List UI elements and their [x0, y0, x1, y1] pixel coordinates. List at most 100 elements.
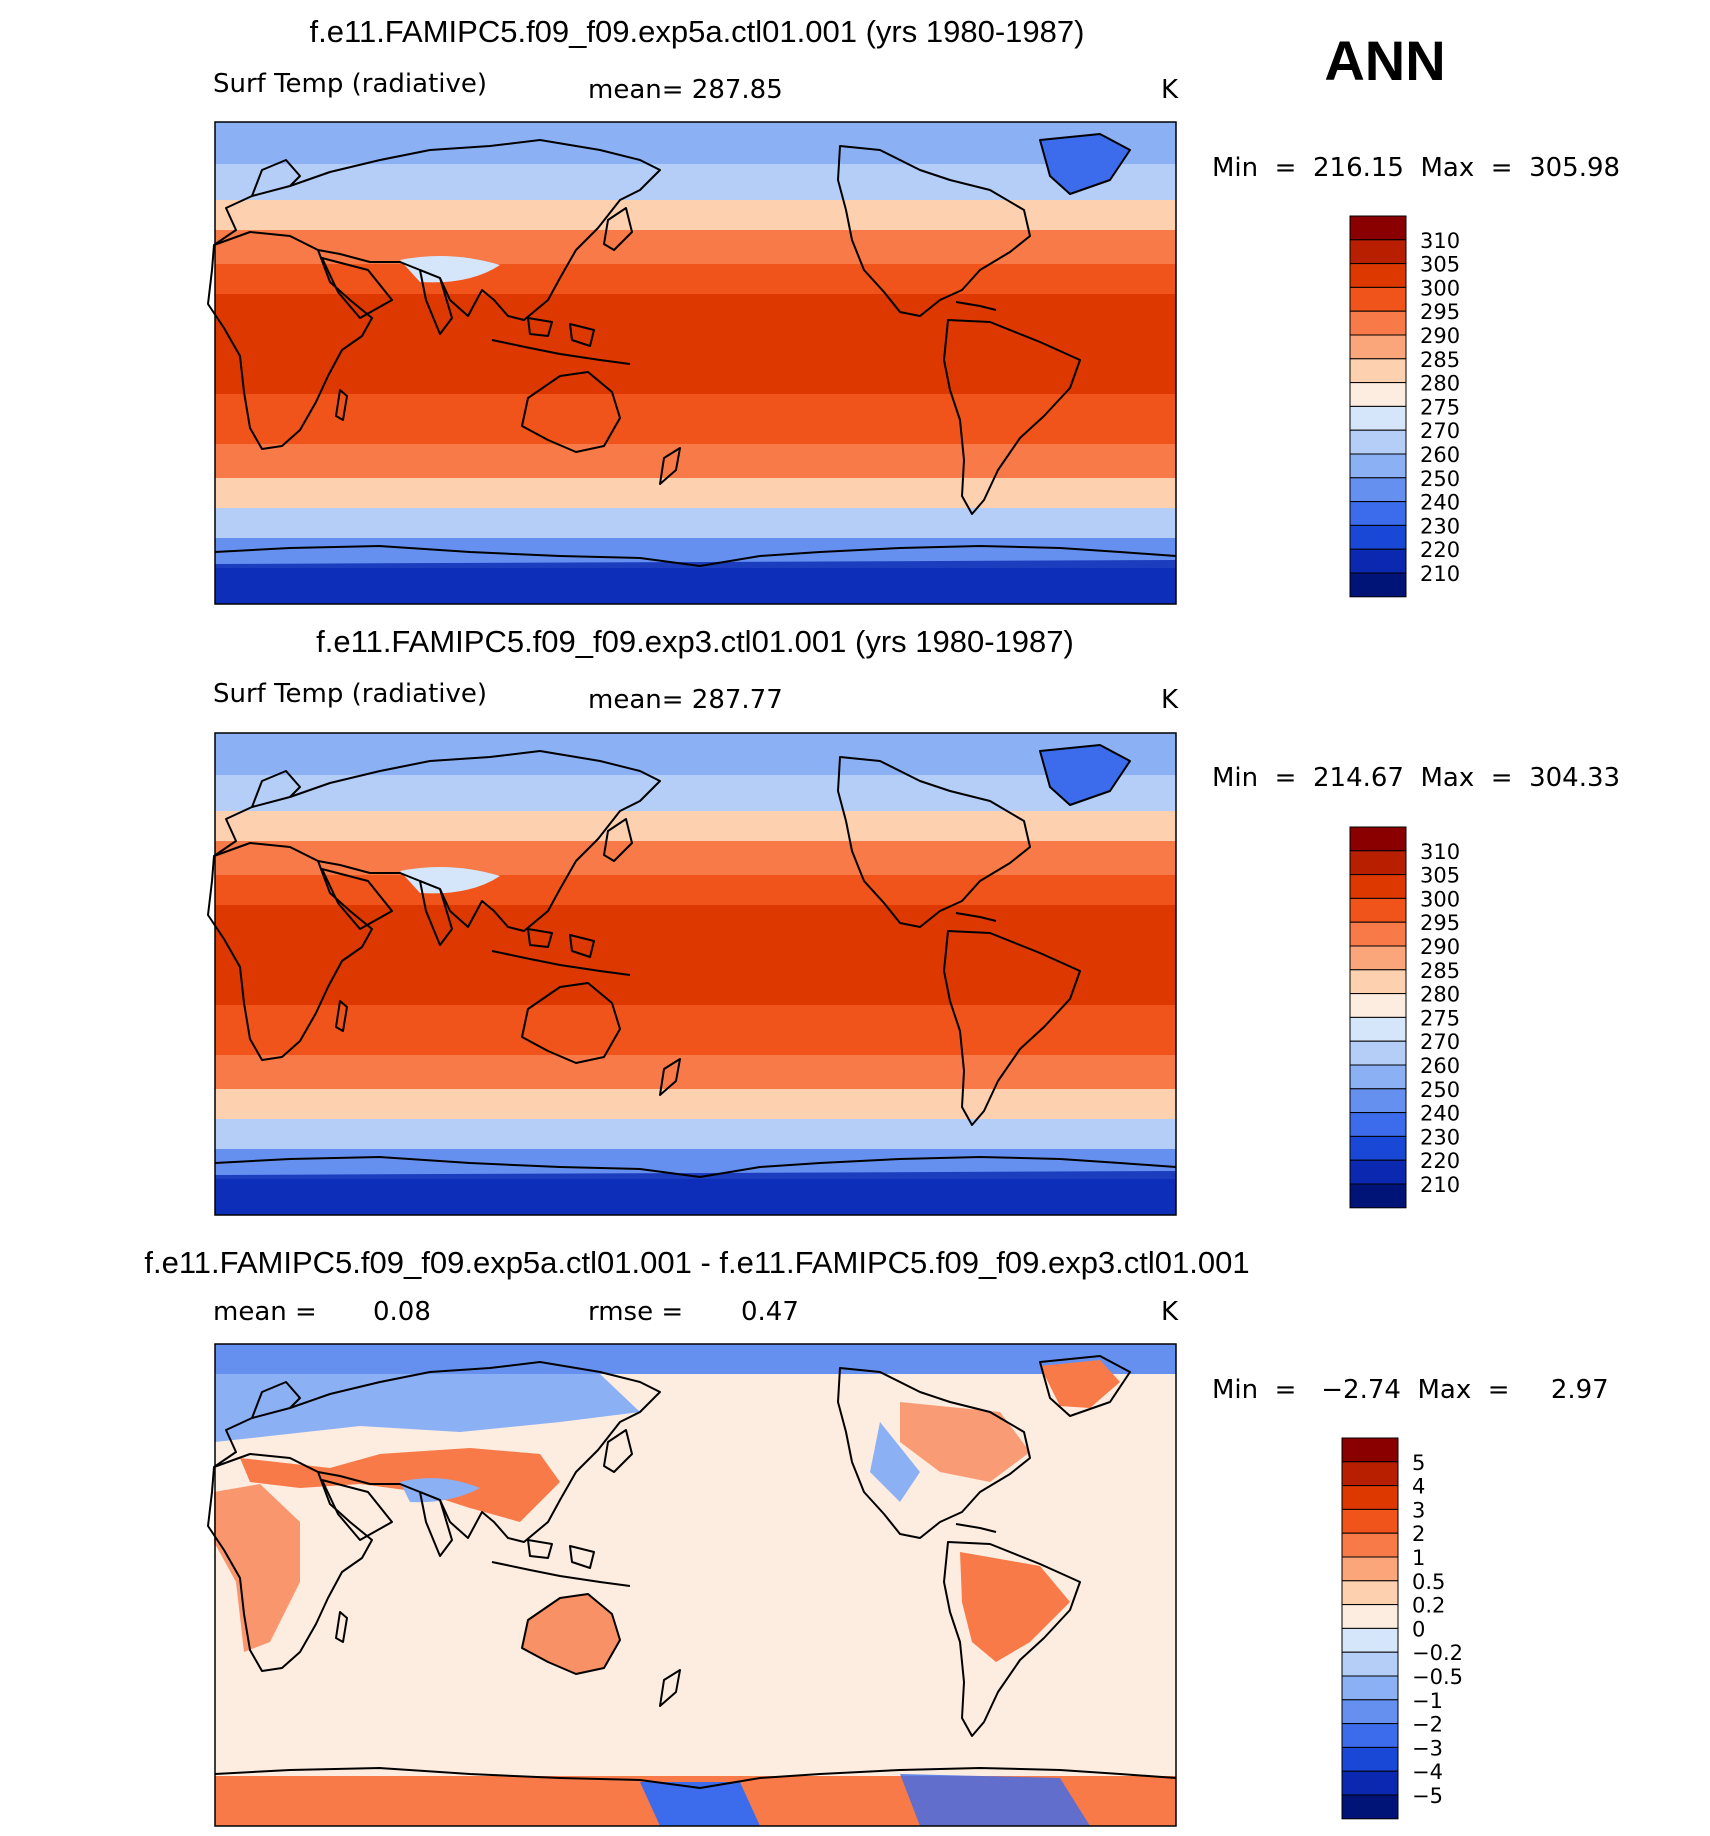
colorbar-tick-label: 210 — [1420, 1173, 1460, 1197]
colorbar-swatch — [1341, 1746, 1399, 1772]
colorbar-tick-label: 250 — [1420, 467, 1460, 491]
panel-1: f.e11.FAMIPC5.f09_f09.exp5a.ctl01.001 (y… — [207, 14, 1620, 605]
colorbar-swatch — [1349, 1183, 1407, 1209]
colorbar-swatch — [1341, 1461, 1399, 1487]
colorbar-swatch — [1349, 1112, 1407, 1137]
colorbar-tick-label: 220 — [1420, 538, 1460, 562]
colorbar-tick-label: 310 — [1420, 229, 1460, 253]
colorbar-tick-label: 300 — [1420, 276, 1460, 300]
colorbar-tick-label: 290 — [1420, 324, 1460, 348]
colorbar-swatch — [1341, 1532, 1399, 1558]
colorbar-swatch — [1349, 826, 1407, 852]
colorbar-swatch — [1349, 429, 1407, 455]
colorbar-tick-label: 220 — [1420, 1149, 1460, 1173]
colorbar-tick-label: 305 — [1420, 253, 1460, 277]
panel-3-mean-label: mean = — [213, 1297, 317, 1327]
panel-1-map — [207, 121, 1177, 605]
colorbar-tick-label: 270 — [1420, 1030, 1460, 1054]
colorbar-tick-label: 1 — [1412, 1546, 1425, 1570]
panel-1-title: f.e11.FAMIPC5.f09_f09.exp5a.ctl01.001 (y… — [310, 14, 1085, 49]
colorbar-tick-label: −3 — [1412, 1736, 1443, 1760]
panel-3-units: K — [1161, 1297, 1179, 1327]
colorbar-swatch — [1349, 358, 1407, 384]
colorbar-swatch — [1341, 1437, 1399, 1463]
colorbar-tick-label: 240 — [1420, 491, 1460, 515]
colorbar-swatch — [1349, 897, 1407, 923]
colorbar-swatch — [1349, 382, 1407, 407]
panel-1-mean: mean= 287.85 — [588, 75, 783, 105]
colorbar-tick-label: 310 — [1420, 840, 1460, 864]
colorbar-swatch — [1349, 921, 1407, 947]
colorbar-tick-label: −0.5 — [1412, 1665, 1463, 1689]
colorbar-swatch — [1341, 1651, 1399, 1677]
panel-2-colorbar: 3103053002952902852802752702602502402302… — [1349, 826, 1460, 1209]
panel-2-units: K — [1161, 685, 1179, 715]
colorbar-tick-label: 0.2 — [1412, 1594, 1445, 1618]
colorbar-tick-label: −5 — [1412, 1784, 1443, 1808]
panel-2-title: f.e11.FAMIPC5.f09_f09.exp3.ctl01.001 (yr… — [316, 624, 1074, 659]
colorbar-swatch — [1341, 1699, 1399, 1725]
panel-3-rmse-label: rmse = — [588, 1297, 683, 1327]
colorbar-swatch — [1349, 1159, 1407, 1185]
colorbar-swatch — [1349, 501, 1407, 526]
colorbar-tick-label: −0.2 — [1412, 1641, 1463, 1665]
colorbar-tick-label: 285 — [1420, 348, 1460, 372]
colorbar-tick-label: 5 — [1412, 1451, 1425, 1475]
colorbar-swatch — [1341, 1770, 1399, 1796]
panel-2-map — [207, 732, 1177, 1216]
colorbar-swatch — [1349, 993, 1407, 1018]
panel-3-rmse-value: 0.47 — [741, 1297, 799, 1327]
colorbar-tick-label: 275 — [1420, 395, 1460, 419]
colorbar-swatch — [1341, 1794, 1399, 1820]
colorbar-tick-label: 230 — [1420, 1125, 1460, 1149]
colorbar-swatch — [1341, 1604, 1399, 1629]
colorbar-swatch — [1349, 310, 1407, 336]
panel-1-colorbar: 3103053002952902852802752702602502402302… — [1349, 215, 1460, 598]
panel-2-mean: mean= 287.77 — [588, 685, 783, 715]
colorbar-swatch — [1341, 1556, 1399, 1582]
panel-3-band-north-polar — [215, 1344, 1176, 1374]
colorbar-tick-label: −1 — [1412, 1689, 1443, 1713]
colorbar-swatch — [1349, 1064, 1407, 1090]
colorbar-swatch — [1349, 334, 1407, 360]
colorbar-tick-label: 4 — [1412, 1475, 1425, 1499]
season-label: ANN — [1324, 29, 1445, 92]
panel-1-units: K — [1161, 75, 1179, 105]
colorbar-swatch — [1341, 1508, 1399, 1534]
colorbar-tick-label: 210 — [1420, 562, 1460, 586]
colorbar-tick-label: 230 — [1420, 514, 1460, 538]
colorbar-swatch — [1341, 1627, 1399, 1653]
colorbar-tick-label: 240 — [1420, 1102, 1460, 1126]
colorbar-swatch — [1349, 874, 1407, 899]
colorbar-tick-label: 295 — [1420, 911, 1460, 935]
colorbar-tick-label: 250 — [1420, 1078, 1460, 1102]
colorbar-swatch — [1349, 263, 1407, 288]
colorbar-tick-label: 260 — [1420, 1054, 1460, 1078]
colorbar-swatch — [1349, 572, 1407, 598]
panel-3-minmax: Min = −2.74 Max = 2.97 — [1212, 1375, 1609, 1405]
panel-2-band-north-polar — [215, 733, 1176, 775]
panel-2-variable: Surf Temp (radiative) — [213, 679, 487, 709]
panel-1-minmax: Min = 216.15 Max = 305.98 — [1212, 153, 1620, 183]
colorbar-tick-label: 300 — [1420, 887, 1460, 911]
colorbar-tick-label: 290 — [1420, 935, 1460, 959]
colorbar-swatch — [1349, 453, 1407, 479]
colorbar-swatch — [1341, 1675, 1399, 1701]
colorbar-tick-label: 0 — [1412, 1617, 1425, 1641]
colorbar-tick-label: −4 — [1412, 1760, 1443, 1784]
colorbar-swatch — [1349, 477, 1407, 503]
panel-3: f.e11.FAMIPC5.f09_f09.exp5a.ctl01.001 - … — [144, 1245, 1609, 1827]
colorbar-swatch — [1349, 215, 1407, 241]
panel-3-title: f.e11.FAMIPC5.f09_f09.exp5a.ctl01.001 - … — [144, 1245, 1249, 1280]
colorbar-swatch — [1349, 1040, 1407, 1066]
panel-3-map — [207, 1343, 1177, 1827]
colorbar-tick-label: 280 — [1420, 372, 1460, 396]
colorbar-tick-label: 0.5 — [1412, 1570, 1445, 1594]
panel-1-band-north-polar — [215, 122, 1176, 164]
colorbar-tick-label: 285 — [1420, 959, 1460, 983]
colorbar-tick-label: 275 — [1420, 1006, 1460, 1030]
colorbar-tick-label: 3 — [1412, 1498, 1425, 1522]
colorbar-tick-label: 260 — [1420, 443, 1460, 467]
